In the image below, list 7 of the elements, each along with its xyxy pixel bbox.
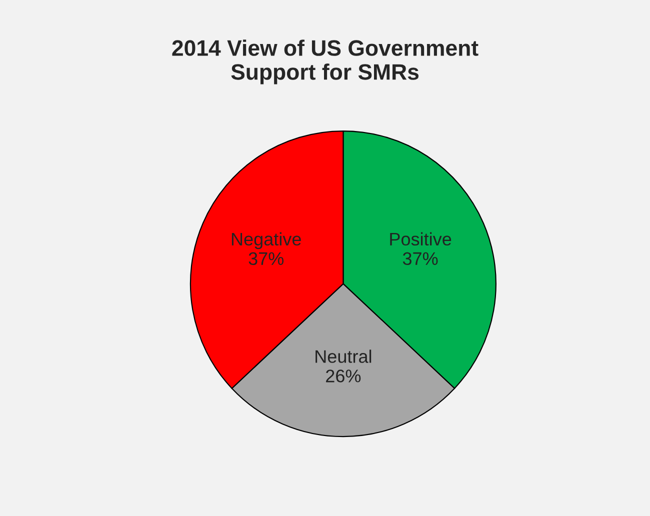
data-label: 37% (402, 252, 438, 266)
data-label: 26% (326, 370, 361, 382)
chart-title: 2014 View of US Government Support for SMRs (172, 40, 478, 84)
slice-label: Positive (390, 232, 452, 246)
slice-label: Neutral (316, 350, 372, 363)
data-label: 37% (248, 252, 284, 266)
slice-label: Negative (232, 232, 301, 250)
